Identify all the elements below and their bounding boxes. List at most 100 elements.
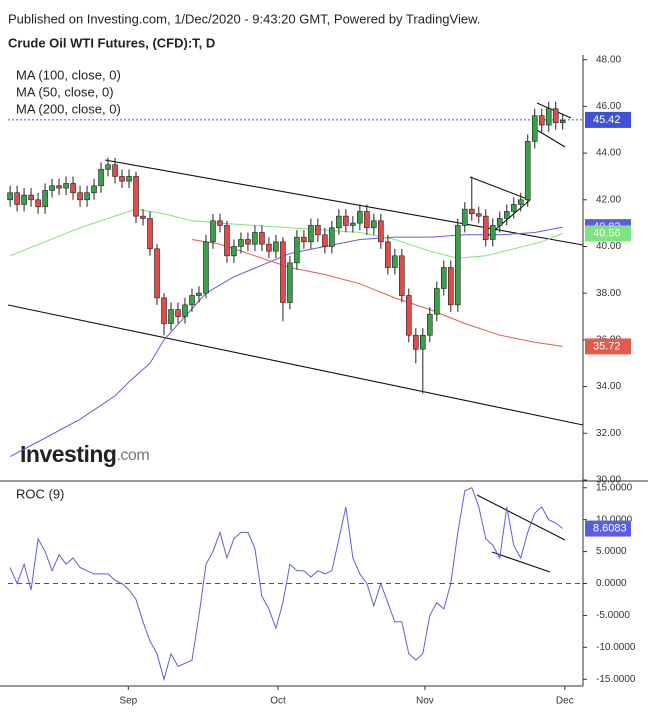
candle-body	[112, 164, 118, 177]
trendline	[491, 551, 551, 573]
candle-body	[210, 220, 216, 243]
candle-body	[552, 108, 559, 124]
candle-body	[378, 220, 384, 243]
candle-body	[56, 185, 62, 189]
y-tick-label: 38.00	[596, 288, 621, 299]
candle-body	[49, 185, 55, 191]
candle-body	[350, 222, 356, 226]
y-tick-label: 10.0000	[596, 514, 633, 525]
watermark: Investing.com	[20, 441, 149, 467]
candle-body	[42, 190, 48, 208]
candle-body	[98, 169, 104, 187]
candle-body	[336, 215, 342, 229]
y-tick-label: -5.0000	[596, 610, 630, 621]
value-badge-label: 35.72	[593, 340, 621, 352]
candle-body	[259, 232, 265, 245]
y-tick-label: -15.0000	[596, 674, 636, 685]
y-tick-label: 44.00	[596, 148, 621, 159]
candle-body	[238, 239, 244, 247]
value-badge	[585, 520, 631, 537]
candle-body	[28, 194, 34, 201]
candle-body	[343, 215, 349, 226]
candle-body	[189, 295, 195, 306]
candle-body	[217, 220, 223, 226]
value-badge-label: 8.6083	[593, 522, 627, 534]
candle-body	[35, 199, 41, 208]
candle-body	[461, 208, 468, 226]
candle-body	[77, 192, 83, 201]
candle-body	[454, 225, 461, 306]
candle-body	[385, 241, 391, 268]
candle-body	[21, 194, 27, 205]
candle-body	[322, 234, 328, 247]
candle-body	[357, 211, 363, 224]
candle-body	[399, 255, 405, 296]
candle-body	[182, 304, 188, 317]
legend-entry: MA (50, close, 0)	[16, 84, 114, 99]
candle-body	[140, 215, 146, 219]
y-tick-label: 0.0000	[596, 578, 627, 589]
chart-title: Crude Oil WTI Futures, (CFD):T, D	[8, 35, 215, 50]
y-tick-label: 15.0000	[596, 482, 633, 493]
candle-body	[294, 236, 300, 264]
x-tick-label: Dec	[556, 696, 574, 707]
trendline	[104, 159, 584, 246]
ma-line	[9, 226, 563, 458]
candle-body	[482, 215, 489, 240]
candle-body	[105, 164, 111, 170]
candle-body	[133, 176, 139, 217]
candle-body	[427, 313, 433, 336]
y-tick-label: 40.00	[596, 241, 621, 252]
trendline	[7, 304, 584, 426]
candle-body	[147, 218, 153, 250]
watermark-brand: Investing	[20, 441, 116, 467]
published-line: Published on Investing.com, 1/Dec/2020 -…	[8, 11, 480, 26]
candle-body	[475, 213, 482, 217]
candle-body	[63, 183, 69, 189]
candle-body	[245, 239, 251, 245]
value-badge-label: 40.56	[593, 227, 621, 239]
candle-body	[161, 297, 167, 324]
value-badge	[585, 111, 631, 128]
y-tick-label: 48.00	[596, 54, 621, 65]
candle-body	[434, 288, 440, 315]
roc-line	[9, 487, 564, 682]
candle-body	[468, 208, 475, 215]
candle-body	[392, 255, 398, 268]
y-tick-label: 30.00	[596, 475, 621, 486]
legend-entry: MA (200, close, 0)	[16, 101, 121, 116]
candle-body	[315, 225, 321, 236]
candle-body	[119, 176, 125, 182]
candle-body	[517, 199, 524, 205]
candle-body	[531, 115, 538, 142]
candle-body	[524, 141, 531, 201]
candle-body	[489, 225, 496, 240]
watermark-suffix: .com	[116, 447, 149, 464]
trendline	[476, 494, 566, 541]
y-tick-label: 32.00	[596, 428, 621, 439]
ma-line	[191, 239, 563, 347]
candle-body	[301, 236, 307, 243]
candle-body	[440, 267, 447, 289]
y-tick-label: 46.00	[596, 101, 621, 112]
candle-body	[329, 227, 335, 247]
candle-body	[413, 334, 419, 350]
candle-body	[231, 246, 237, 257]
candle-body	[84, 192, 90, 201]
candle-body	[70, 183, 76, 194]
candle-body	[168, 309, 174, 324]
candle-body	[224, 225, 230, 257]
candle-body	[503, 211, 510, 219]
candle-body	[545, 108, 552, 126]
candle-body	[154, 248, 160, 299]
candle-body	[7, 192, 13, 201]
candle-body	[273, 241, 279, 252]
candle-body	[364, 211, 370, 229]
value-badge	[585, 338, 631, 355]
candle-body	[203, 241, 209, 294]
value-badge-label: 45.42	[593, 114, 621, 126]
x-tick-label: Nov	[416, 696, 434, 707]
ma-line	[9, 208, 563, 259]
candle-body	[196, 292, 202, 296]
